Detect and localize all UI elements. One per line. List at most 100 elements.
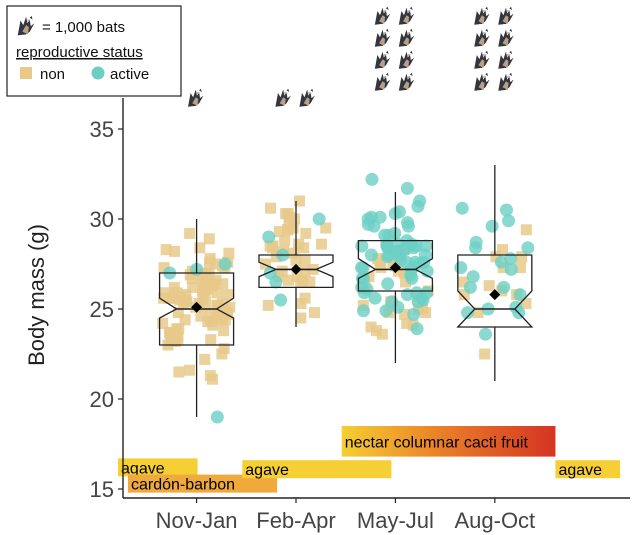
data-point-non: [399, 308, 411, 320]
diet-bar-label: nectar columnar cacti fruit: [345, 434, 529, 451]
bat-icon: [474, 6, 490, 25]
diet-bar: [118, 458, 198, 477]
data-point-non: [158, 262, 170, 274]
box-Feb-Apr: [258, 201, 334, 327]
bat-icon: [374, 50, 391, 69]
data-point-non: [490, 251, 502, 263]
data-point-non: [222, 289, 234, 301]
data-point-non: [194, 242, 206, 254]
y-tick-label: 30: [90, 207, 114, 232]
data-point-active: [379, 304, 393, 318]
data-point-non: [173, 323, 185, 335]
y-tick-label: 20: [90, 387, 114, 412]
data-point-non: [203, 233, 215, 245]
data-point-active: [401, 219, 415, 233]
data-point-non: [184, 227, 196, 239]
data-point-non: [206, 373, 218, 385]
data-point-non: [398, 267, 410, 279]
bat-icon: [474, 72, 490, 91]
data-point-non: [267, 242, 279, 254]
data-point-non: [204, 256, 216, 268]
data-point-non: [221, 307, 233, 319]
legend: = 1,000 bats reproductive status non act…: [6, 5, 182, 97]
data-point-active: [394, 253, 408, 267]
data-point-non: [283, 211, 295, 223]
box-May-Jul: [357, 192, 434, 363]
data-point-active: [218, 257, 232, 271]
data-point-non: [282, 274, 294, 286]
data-point-active: [365, 172, 379, 186]
data-point-active: [461, 306, 475, 320]
legend-non-label: non: [40, 66, 65, 83]
data-point-non: [479, 348, 491, 360]
data-point-non: [160, 287, 172, 299]
y-tick-label: 25: [90, 297, 114, 322]
data-point-non: [287, 247, 299, 259]
data-point-active: [463, 280, 477, 294]
data-point-active: [521, 241, 535, 255]
data-point-active: [400, 181, 414, 195]
data-point-non: [174, 294, 186, 306]
data-point-non: [497, 244, 509, 256]
legend-box: [6, 5, 182, 97]
x-tick-label: Feb-Apr: [256, 508, 335, 533]
data-point-non: [520, 224, 532, 236]
bat-icon: [275, 88, 291, 107]
bat-icon: [474, 50, 490, 69]
data-point-non: [483, 280, 495, 292]
diet-bar-label: agave: [558, 462, 602, 479]
data-point-non: [160, 244, 172, 256]
x-tick-label: May-Jul: [357, 508, 434, 533]
bat-icon: [498, 50, 514, 69]
data-point-non: [472, 307, 484, 319]
data-point-non: [374, 256, 386, 268]
data-point-non: [387, 258, 399, 270]
data-point-active: [497, 280, 511, 294]
data-point-non: [365, 321, 377, 333]
data-point-non: [420, 307, 432, 319]
bat-icon: [398, 50, 415, 69]
data-point-non: [294, 195, 306, 207]
data-point-active: [513, 288, 527, 302]
diet-bar-label: agave: [245, 462, 289, 479]
data-point-non: [217, 278, 229, 290]
bat-icon: [498, 6, 514, 25]
bat-icon: [498, 28, 514, 47]
data-point-non: [276, 265, 288, 277]
data-point-non: [212, 299, 224, 311]
data-point-non: [157, 317, 169, 329]
diet-bar: [127, 474, 278, 493]
data-point-active: [485, 219, 499, 233]
diet-bar-label: cardón-barbon: [131, 477, 235, 494]
data-point-non: [173, 366, 185, 378]
x-tick-label: Aug-Oct: [454, 508, 535, 533]
y-axis-label: Body mass (g): [24, 224, 49, 366]
legend-title: reproductive status: [16, 44, 143, 61]
y-axis: 15 20 25 30 35: [90, 98, 124, 502]
data-point-active: [368, 291, 382, 305]
data-point-non: [184, 269, 196, 281]
bat-icon: [474, 28, 490, 47]
data-point-non: [265, 202, 277, 214]
data-point-non: [458, 289, 470, 301]
data-point-non: [172, 307, 184, 319]
data-point-non: [315, 238, 327, 250]
boxes-layer: [158, 165, 534, 417]
data-point-active: [494, 255, 508, 269]
data-point-non: [300, 227, 312, 239]
data-point-non: [210, 312, 222, 324]
bat-icon: [374, 28, 391, 47]
diet-bar-label: agave: [121, 460, 165, 477]
data-point-non: [218, 325, 230, 337]
data-point-active: [466, 270, 480, 284]
data-point-active: [210, 410, 224, 424]
data-point-non: [199, 353, 211, 365]
data-point-active: [391, 300, 405, 314]
data-point-non: [262, 299, 274, 311]
data-point-active: [469, 235, 483, 249]
data-point-non: [171, 287, 183, 299]
bat-icon: [188, 88, 204, 107]
data-point-non: [187, 281, 199, 293]
